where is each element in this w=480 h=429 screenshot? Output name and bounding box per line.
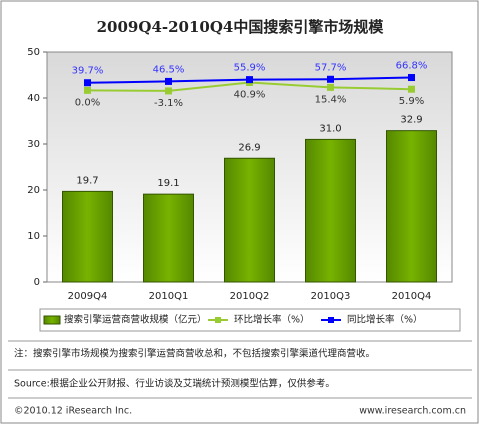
- data-label: 26.9: [238, 142, 260, 153]
- chart-title: 2009Q4-2010Q4中国搜索引擎市场规模: [97, 18, 385, 36]
- data-label: 32.9: [400, 115, 422, 126]
- marker: [408, 74, 415, 82]
- legend-swatch: [215, 317, 221, 323]
- source: Source:根据企业公开财报、行业访谈及艾瑞统计预测模型估算，仅供参考。: [14, 378, 335, 390]
- note: 注：搜索引擎市场规模为搜索引擎运营商营收总和，不包括搜索引擎渠道代理商营收。: [14, 348, 375, 360]
- bar: [305, 138, 356, 283]
- y-tick-label: 30: [27, 139, 40, 150]
- marker: [327, 83, 334, 91]
- legend-label: 环比增长率（%）: [234, 314, 310, 326]
- x-tick-label: 2010Q3: [311, 291, 351, 302]
- marker: [84, 86, 91, 94]
- data-label: 5.9%: [399, 96, 424, 107]
- data-label: 57.7%: [315, 62, 347, 73]
- bar: [224, 157, 275, 283]
- legend-swatch: [43, 315, 61, 325]
- legend-swatch: [328, 317, 334, 323]
- bar: [62, 190, 113, 283]
- data-label: 19.1: [157, 178, 179, 189]
- x-tick-label: 2010Q1: [149, 291, 189, 302]
- x-tick-label: 2010Q2: [230, 291, 270, 302]
- data-label: 19.7: [76, 175, 98, 186]
- bar: [386, 130, 437, 283]
- bar: [143, 193, 194, 283]
- data-label: 31.0: [319, 123, 341, 134]
- x-tick-label: 2010Q4: [392, 291, 432, 302]
- marker: [165, 87, 172, 95]
- legend-label: 同比增长率（%）: [347, 314, 423, 326]
- data-label: 55.9%: [234, 63, 266, 74]
- data-label: 15.4%: [315, 94, 347, 105]
- marker: [327, 75, 334, 83]
- data-label: 39.7%: [72, 66, 104, 77]
- marker: [408, 85, 415, 93]
- y-tick-label: 50: [27, 47, 40, 58]
- legend-label: 搜索引擎运营商营收规模（亿元）: [64, 314, 207, 326]
- data-label: -3.1%: [154, 98, 183, 109]
- y-tick-label: 20: [27, 185, 40, 196]
- marker: [84, 79, 91, 87]
- legend-box: [39, 308, 461, 332]
- data-label: 66.8%: [396, 61, 428, 72]
- website: www.iresearch.com.cn: [359, 406, 466, 417]
- marker: [165, 77, 172, 85]
- copyright: ©2010.12 iResearch Inc.: [14, 406, 132, 417]
- y-tick-label: 40: [27, 93, 40, 104]
- y-tick-label: 10: [27, 231, 40, 242]
- data-label: 46.5%: [153, 64, 185, 75]
- x-tick-label: 2009Q4: [68, 291, 108, 302]
- y-tick-label: 0: [34, 277, 40, 288]
- marker: [246, 76, 253, 84]
- data-label: 40.9%: [234, 89, 266, 100]
- data-label: 0.0%: [75, 97, 100, 108]
